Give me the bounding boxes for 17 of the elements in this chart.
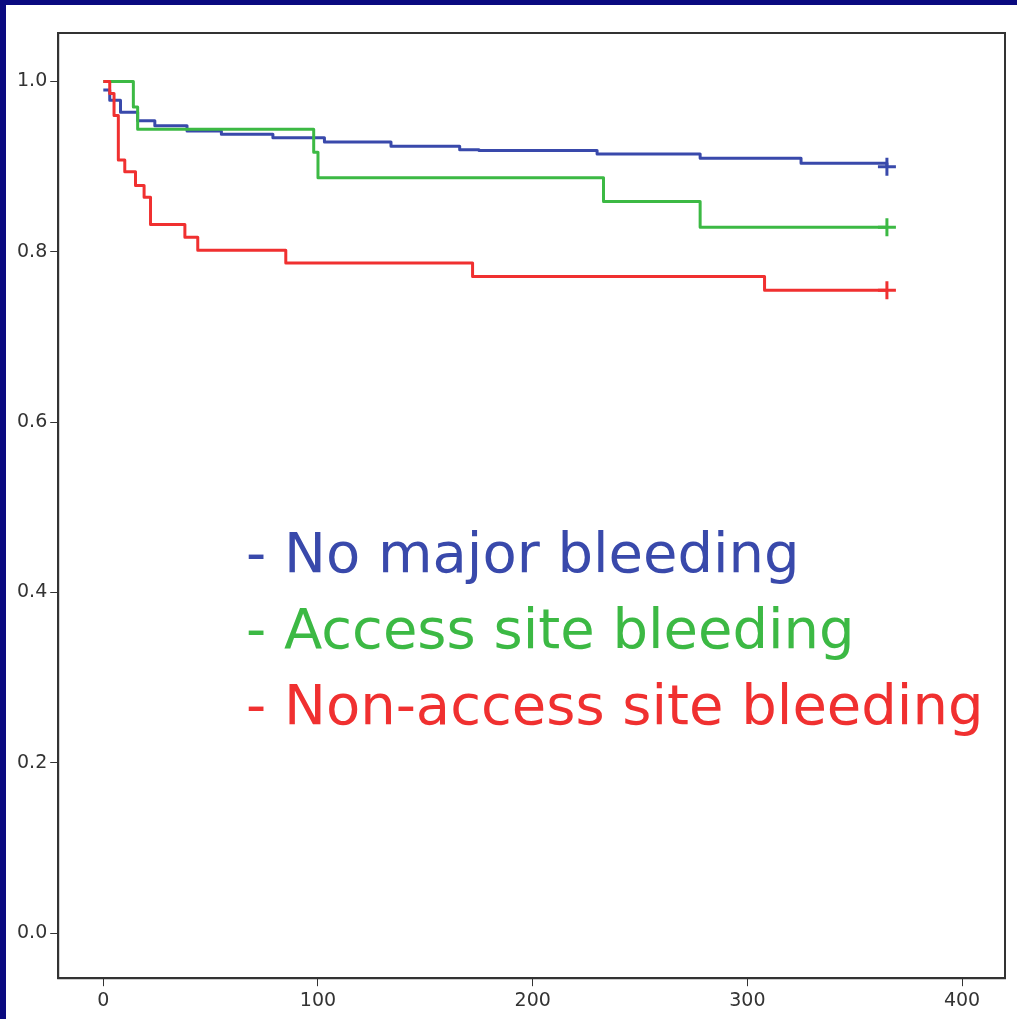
point (876, 216, 898, 238)
y-tick-label: 0.4 (17, 579, 48, 602)
y-tick-label: 0.8 (17, 238, 48, 261)
x-tick-label: 100 (299, 987, 337, 1010)
x-tick-label: 300 (729, 987, 766, 1010)
x-tick-label: 400 (943, 987, 981, 1010)
x-tick-label: 200 (514, 987, 551, 1010)
x-tick-label: 0 (97, 987, 110, 1010)
point (876, 156, 898, 178)
text: - Access site bleeding (246, 595, 856, 663)
point (876, 279, 898, 301)
y-tick-label: 0.0 (17, 920, 48, 943)
text: - Non-access site bleeding (246, 671, 984, 739)
y-tick-label: 1.0 (17, 68, 48, 91)
text: - No major bleeding (246, 519, 801, 587)
y-tick-label: 0.6 (17, 409, 48, 432)
y-tick-label: 0.2 (17, 749, 48, 772)
